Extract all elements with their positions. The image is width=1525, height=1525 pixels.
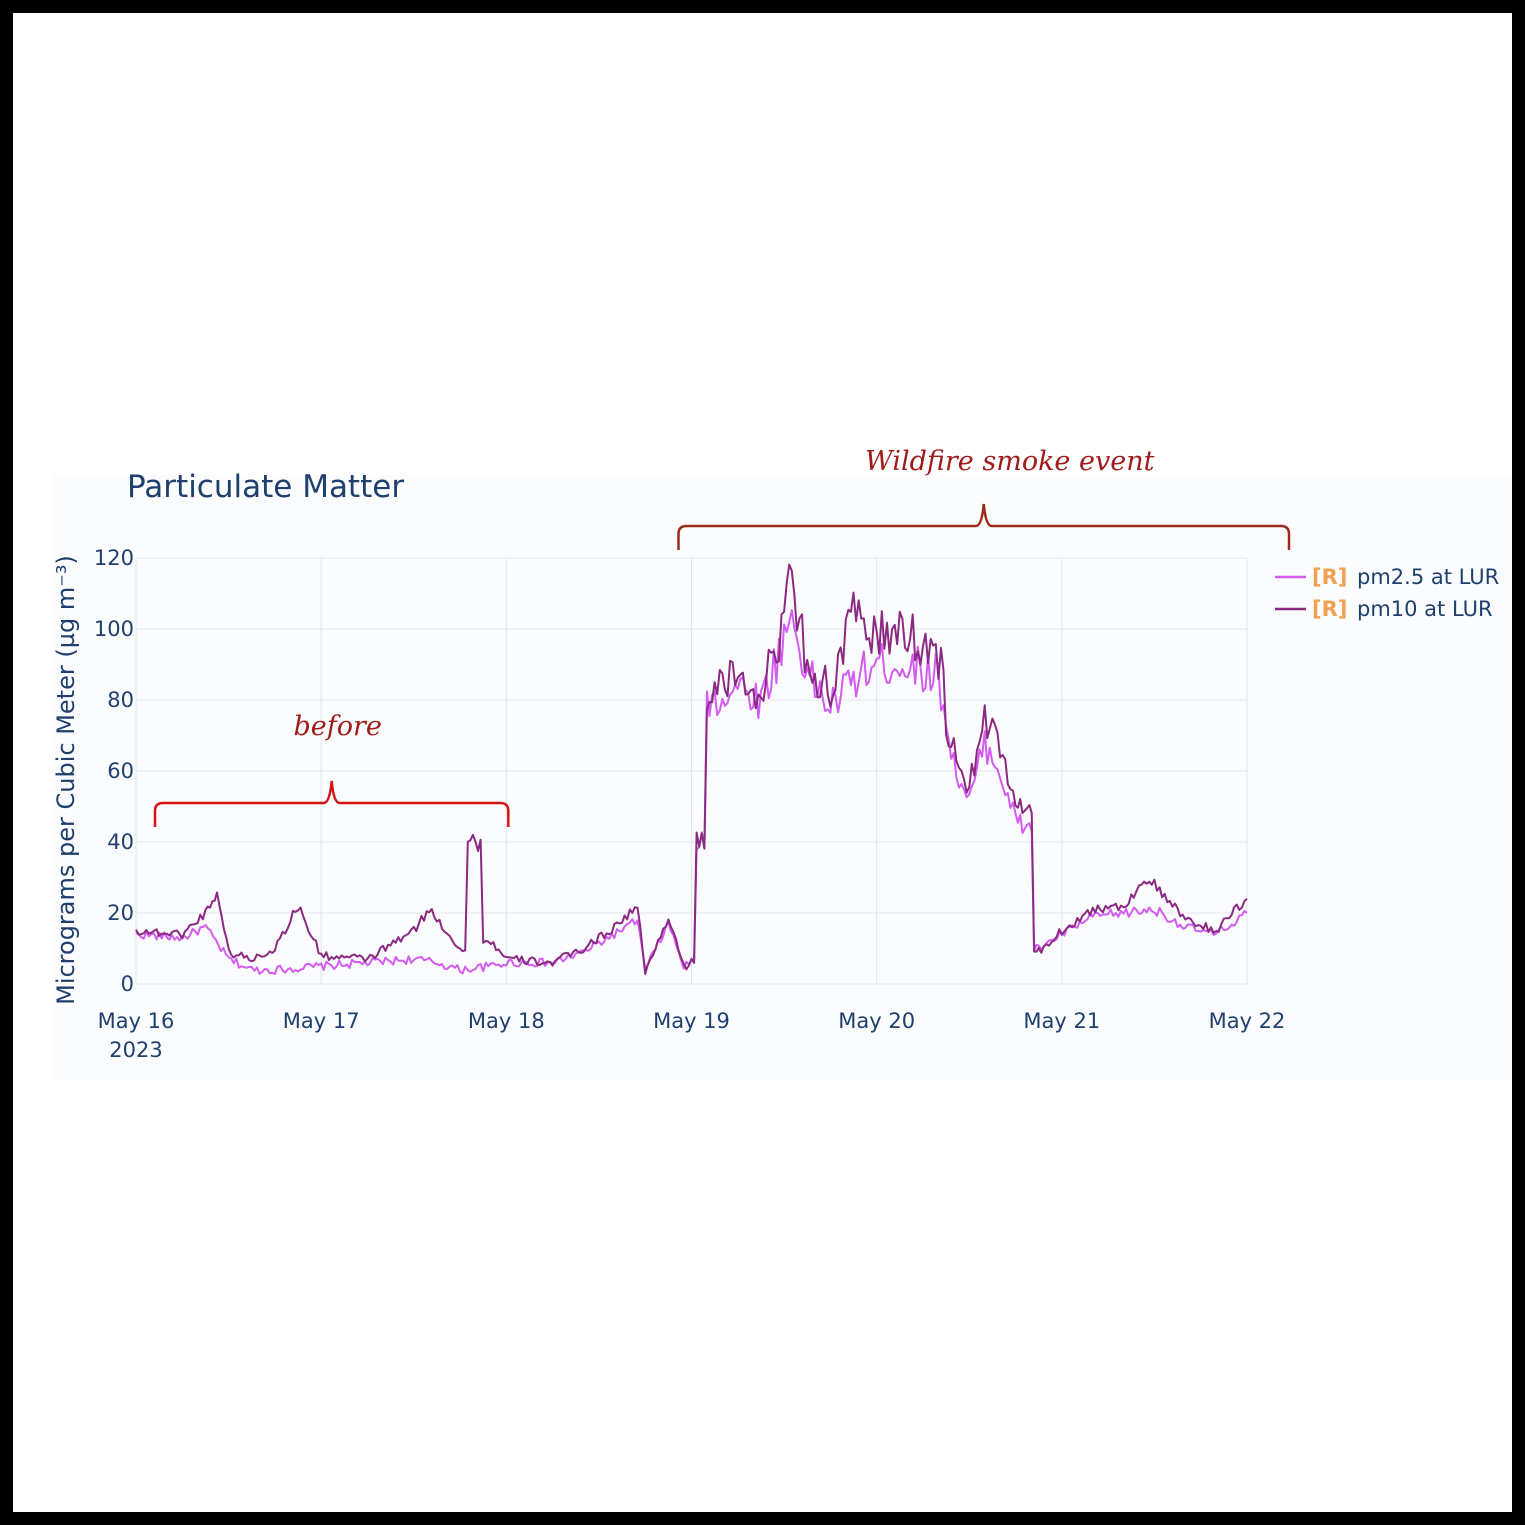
legend-tag: [R] [1312, 565, 1347, 589]
x-tick-label: May 18 [468, 1009, 545, 1033]
x-tick-label: May 22 [1209, 1009, 1286, 1033]
y-tick-label: 120 [94, 546, 134, 570]
y-tick-label: 100 [94, 617, 134, 641]
annotations: before Wildfire smoke event [153, 446, 1291, 827]
chart-title: Particulate Matter [127, 469, 404, 505]
y-tick-label: 80 [107, 688, 134, 712]
y-tick-label: 40 [107, 830, 134, 854]
y-tick-label: 20 [107, 901, 134, 925]
legend[interactable]: [R] pm2.5 at LUR [R] pm10 at LUR [1275, 565, 1499, 621]
x-tick-label: May 19 [653, 1009, 730, 1033]
gridlines [135, 557, 1248, 985]
series-lines [135, 563, 1248, 975]
legend-item[interactable]: [R] pm2.5 at LUR [1275, 565, 1499, 589]
y-axis-label: Micrograms per Cubic Meter (µg m⁻³) [52, 555, 80, 1005]
series-line-pm10 [135, 563, 1248, 975]
y-tick-label: 60 [107, 759, 134, 783]
legend-tag: [R] [1312, 597, 1347, 621]
chart-frame [13, 13, 1512, 1512]
annotation-label: Wildfire smoke event [865, 446, 1155, 477]
y-axis-ticks: 0 20 40 60 80 100 120 [94, 546, 134, 996]
annotation-brace [153, 780, 510, 827]
x-tick-label: May 20 [838, 1009, 915, 1033]
x-tick-year: 2023 [109, 1038, 162, 1062]
legend-label: pm2.5 at LUR [1357, 565, 1499, 589]
legend-label: pm10 at LUR [1357, 597, 1493, 621]
x-tick-label: May 16 [98, 1009, 175, 1033]
plot-background [53, 475, 1512, 1081]
legend-item[interactable]: [R] pm10 at LUR [1275, 597, 1493, 621]
x-axis-ticks: May 16 2023 May 17 May 18 May 19 May 20 May 21… [98, 1009, 1286, 1062]
y-tick-label: 0 [121, 972, 134, 996]
annotation-brace [677, 503, 1291, 551]
x-tick-label: May 21 [1023, 1009, 1100, 1033]
x-tick-label: May 17 [283, 1009, 360, 1033]
annotation-label: before [293, 711, 381, 742]
